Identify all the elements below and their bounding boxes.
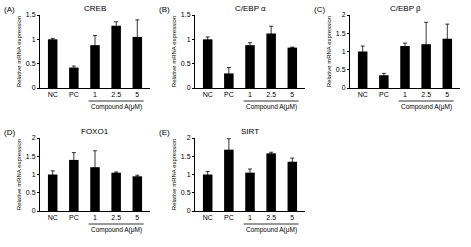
svg-text:1: 1 [187,36,191,43]
svg-text:5: 5 [135,91,139,98]
svg-text:0.5: 0.5 [181,60,191,67]
svg-text:1: 1 [403,91,407,98]
svg-text:0: 0 [32,84,36,91]
svg-text:5: 5 [290,214,294,221]
svg-text:2.5: 2.5 [111,214,121,221]
svg-text:Compound A(μM): Compound A(μM) [246,103,297,111]
svg-text:0.5: 0.5 [336,66,346,73]
svg-text:(D): (D) [4,128,15,137]
svg-text:NC: NC [358,91,368,98]
svg-text:PC: PC [69,91,79,98]
svg-text:1: 1 [248,91,252,98]
svg-text:(C): (C) [314,5,325,14]
svg-text:(A): (A) [4,5,15,14]
svg-text:1: 1 [93,91,97,98]
svg-text:2: 2 [342,11,346,18]
svg-text:Relative mRNA expression: Relative mRNA expression [171,139,177,210]
svg-text:1.5: 1.5 [181,153,191,160]
svg-text:1: 1 [93,214,97,221]
svg-text:0: 0 [342,84,346,91]
svg-text:5: 5 [135,214,139,221]
svg-text:2: 2 [187,134,191,141]
svg-text:1: 1 [187,171,191,178]
svg-text:2.5: 2.5 [421,91,431,98]
svg-text:Compound A(μM): Compound A(μM) [91,103,142,111]
svg-text:0.5: 0.5 [181,189,191,196]
svg-text:0: 0 [32,207,36,214]
svg-text:(B): (B) [159,5,170,14]
svg-text:CREB: CREB [84,4,106,13]
svg-text:NC: NC [203,91,213,98]
svg-text:Compound A(μM): Compound A(μM) [91,226,142,234]
svg-text:Relative mRNA expression: Relative mRNA expression [16,139,22,210]
svg-text:PC: PC [224,91,234,98]
svg-text:1.5: 1.5 [336,30,346,37]
svg-text:1: 1 [32,36,36,43]
svg-text:(E): (E) [159,128,170,137]
svg-text:C/EBP α: C/EBP α [235,4,266,13]
svg-text:PC: PC [224,214,234,221]
svg-text:2.5: 2.5 [266,214,276,221]
svg-text:0: 0 [187,84,191,91]
svg-text:NC: NC [48,214,58,221]
svg-text:5: 5 [445,91,449,98]
svg-text:1.5: 1.5 [181,11,191,18]
svg-text:Compound A(μM): Compound A(μM) [246,226,297,234]
svg-text:1: 1 [342,48,346,55]
svg-text:NC: NC [203,214,213,221]
svg-text:SIRT: SIRT [241,127,259,136]
svg-text:1: 1 [248,214,252,221]
svg-text:2.5: 2.5 [111,91,121,98]
svg-text:1.5: 1.5 [26,153,36,160]
svg-text:Relative mRNA expression: Relative mRNA expression [326,16,332,87]
svg-text:C/EBP β: C/EBP β [390,4,421,13]
svg-text:Relative mRNA expression: Relative mRNA expression [16,16,22,87]
svg-text:5: 5 [290,91,294,98]
svg-text:0.5: 0.5 [26,60,36,67]
svg-text:0: 0 [187,207,191,214]
svg-text:1: 1 [32,171,36,178]
svg-text:Relative mRNA expression: Relative mRNA expression [171,16,177,87]
svg-text:PC: PC [379,91,389,98]
svg-text:2.5: 2.5 [266,91,276,98]
svg-text:FOXO1: FOXO1 [81,127,109,136]
svg-text:Compound A(μM): Compound A(μM) [401,103,452,111]
svg-text:PC: PC [69,214,79,221]
svg-text:2: 2 [32,134,36,141]
svg-text:1.5: 1.5 [26,11,36,18]
svg-text:0.5: 0.5 [26,189,36,196]
svg-text:NC: NC [48,91,58,98]
